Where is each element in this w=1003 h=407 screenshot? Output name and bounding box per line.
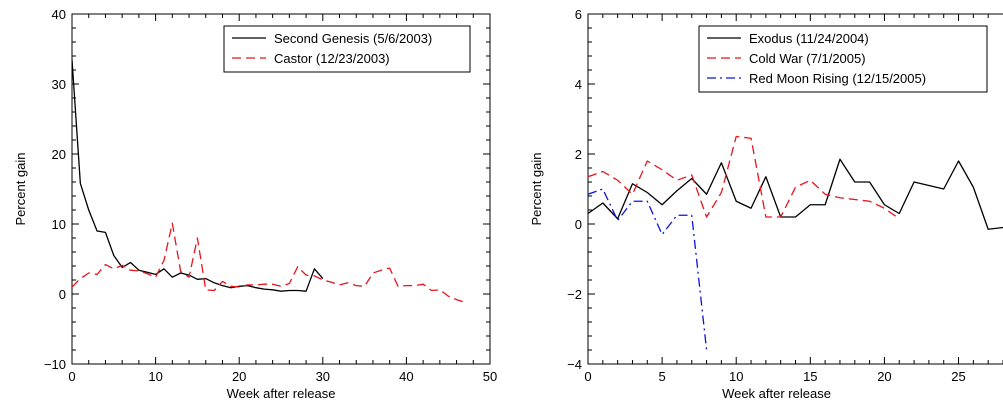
legend-label-2: Cold War (7/1/2005) [749, 51, 866, 66]
y-tick-label: 10 [52, 217, 66, 232]
plot-frame [71, 13, 491, 365]
y-tick-label: 4 [575, 77, 582, 92]
legend-label-1: Exodus (11/24/2004) [749, 31, 869, 46]
series-line-2 [588, 135, 900, 220]
series-group [588, 135, 1003, 351]
x-tick-label: 20 [877, 369, 891, 384]
x-tick-label: 40 [399, 369, 413, 384]
x-axis-label: Week after release [722, 386, 831, 401]
x-tick-label: 50 [483, 369, 497, 384]
y-tick-label: 20 [52, 147, 66, 162]
series-line-2 [72, 222, 466, 304]
y-tick-label: 0 [59, 287, 66, 302]
x-tick-label: 10 [729, 369, 743, 384]
x-axis-label: Week after release [227, 386, 336, 401]
y-tick-label: 0 [575, 217, 582, 232]
x-tick-label: 25 [951, 369, 965, 384]
legend-label-3: Red Moon Rising (12/15/2005) [749, 71, 926, 86]
y-axis-label: Percent gain [529, 153, 544, 226]
legend-box [223, 25, 471, 73]
chart-panel-2: 0 5 10 15 20 25 −4 −2 0 2 4 6 Week after release Perc… [529, 7, 1003, 401]
y-tick-label: 2 [575, 147, 582, 162]
y-tick-label: 6 [575, 7, 582, 22]
legend: Exodus (11/24/2004) Cold War (7/1/2005) Re… [698, 25, 988, 93]
y-tick-label: −2 [567, 287, 582, 302]
y-tick-label: −4 [567, 357, 582, 372]
y-tick-label: −10 [44, 357, 66, 372]
y-tick-label: 40 [52, 7, 66, 22]
legend-label-1: Second Genesis (5/6/2003) [274, 31, 432, 46]
x-tick-label: 0 [68, 369, 75, 384]
y-tick-label: 30 [52, 77, 66, 92]
legend: Second Genesis (5/6/2003) Castor (12/23/2… [223, 25, 471, 73]
x-tick-label: 30 [316, 369, 330, 384]
y-axis-label: Percent gain [13, 153, 28, 226]
legend-label-2: Castor (12/23/2003) [274, 51, 390, 66]
x-tick-label: 0 [584, 369, 591, 384]
x-tick-label: 5 [658, 369, 665, 384]
legend-box [698, 25, 988, 93]
x-tick-label: 10 [148, 369, 162, 384]
series-group [72, 59, 466, 304]
x-tick-label: 15 [803, 369, 817, 384]
series-line-1 [588, 158, 1003, 230]
x-tick-label: 20 [232, 369, 246, 384]
series-line-3 [588, 188, 708, 351]
series-line-1 [72, 59, 324, 292]
